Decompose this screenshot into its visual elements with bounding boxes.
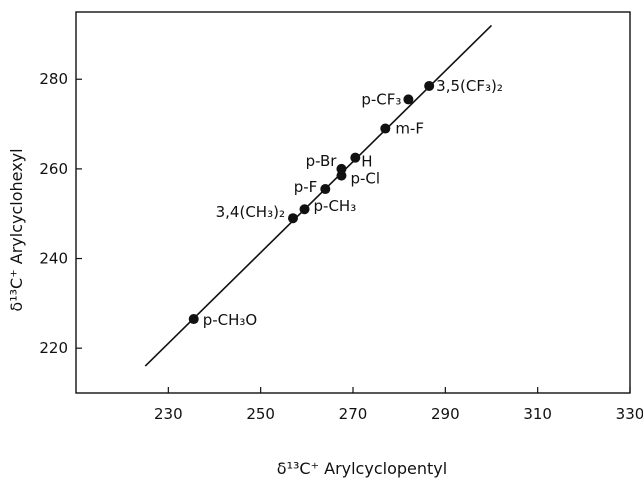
x-tick-label: 270 xyxy=(339,405,368,423)
data-point xyxy=(188,314,199,325)
y-axis-label: δ¹³C⁺ Arylcyclohexyl xyxy=(7,148,26,311)
point-label: p-CH₃O xyxy=(203,311,258,329)
point-label: m-F xyxy=(395,120,424,138)
axis-ticks: 230 250 270 290 310 330 220 240 260 280 xyxy=(39,70,643,423)
y-tick-label: 280 xyxy=(39,70,68,88)
point-label: p-CF₃ xyxy=(361,90,401,108)
data-point xyxy=(424,80,435,91)
fit-line-group xyxy=(144,24,493,367)
point-label: 3,5(CF₃)₂ xyxy=(436,77,503,95)
point-label: p-CH₃ xyxy=(314,197,357,215)
y-tick-label: 260 xyxy=(39,160,68,178)
y-tick-label: 220 xyxy=(39,339,68,357)
data-point xyxy=(299,204,310,215)
point-label: p-Cl xyxy=(350,170,380,188)
point-label: p-Br xyxy=(306,152,338,170)
data-point xyxy=(287,213,298,224)
data-point xyxy=(336,163,347,174)
y-tick-label: 240 xyxy=(39,250,68,268)
fit-line xyxy=(144,24,493,367)
point-label: p-F xyxy=(294,178,318,196)
x-tick-label: 310 xyxy=(523,405,552,423)
data-point xyxy=(320,184,331,195)
x-tick-label: 290 xyxy=(431,405,460,423)
data-points xyxy=(188,80,435,325)
x-axis-label: δ¹³C⁺ Arylcyclopentyl xyxy=(277,459,447,478)
point-label: 3,4(CH₃)₂ xyxy=(216,203,285,221)
x-tick-label: 250 xyxy=(246,405,275,423)
x-tick-label: 330 xyxy=(616,405,643,423)
data-point xyxy=(403,94,414,105)
data-point xyxy=(350,152,361,163)
x-tick-label: 230 xyxy=(154,405,183,423)
data-point xyxy=(380,123,391,134)
point-label: H xyxy=(361,153,372,171)
